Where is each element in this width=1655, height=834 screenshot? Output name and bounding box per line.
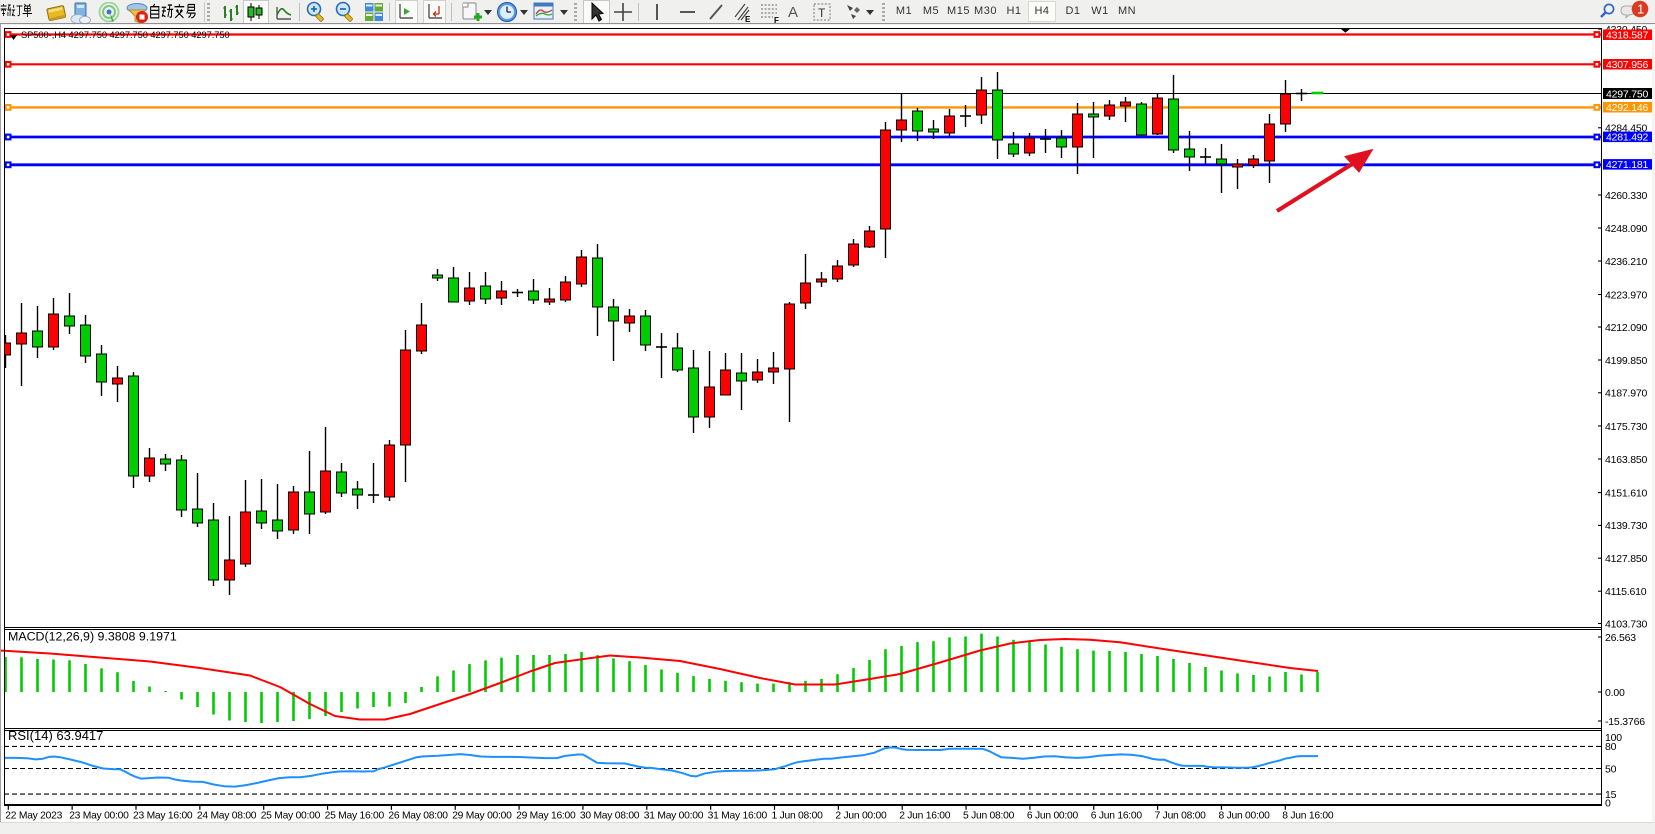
- svg-text:22 May 2023: 22 May 2023: [5, 810, 62, 821]
- svg-text:4163.850: 4163.850: [1605, 454, 1648, 466]
- svg-text:2 Jun 00:00: 2 Jun 00:00: [835, 810, 887, 821]
- svg-text:RSI(14) 63.9417: RSI(14) 63.9417: [8, 728, 103, 743]
- svg-text:4175.730: 4175.730: [1605, 421, 1648, 433]
- svg-text:6 Jun 00:00: 6 Jun 00:00: [1027, 810, 1079, 821]
- svg-text:31 May 16:00: 31 May 16:00: [708, 810, 768, 821]
- svg-text:6 Jun 16:00: 6 Jun 16:00: [1091, 810, 1143, 821]
- svg-text:25 May 16:00: 25 May 16:00: [325, 810, 385, 821]
- svg-text:F: F: [774, 16, 779, 25]
- svg-text:8 Jun 16:00: 8 Jun 16:00: [1282, 810, 1334, 821]
- svg-text:23 May 00:00: 23 May 00:00: [69, 810, 129, 821]
- svg-text:4139.730: 4139.730: [1605, 520, 1648, 532]
- svg-text:50: 50: [1605, 763, 1617, 775]
- svg-text:-15.3766: -15.3766: [1605, 716, 1645, 728]
- svg-text:4212.090: 4212.090: [1605, 322, 1648, 334]
- svg-text:4281.492: 4281.492: [1606, 132, 1649, 144]
- svg-text:4271.181: 4271.181: [1606, 159, 1649, 171]
- svg-text:15: 15: [1605, 789, 1617, 801]
- svg-text:SP500-,H4 4297.750 4297.750 4: SP500-,H4 4297.750 4297.750 4297.750 429…: [21, 30, 230, 40]
- svg-text:24 May 08:00: 24 May 08:00: [197, 810, 257, 821]
- svg-text:4187.970: 4187.970: [1605, 388, 1648, 400]
- svg-text:7 Jun 08:00: 7 Jun 08:00: [1155, 810, 1207, 821]
- svg-text:30 May 08:00: 30 May 08:00: [580, 810, 640, 821]
- svg-text:4292.146: 4292.146: [1606, 102, 1649, 114]
- svg-text:E: E: [745, 15, 751, 24]
- svg-text:0.00: 0.00: [1605, 687, 1625, 699]
- svg-text:29 May 16:00: 29 May 16:00: [516, 810, 576, 821]
- svg-text:4318.587: 4318.587: [1606, 30, 1649, 42]
- svg-text:T: T: [818, 6, 826, 20]
- svg-text:4115.610: 4115.610: [1605, 586, 1647, 598]
- svg-text:4248.090: 4248.090: [1605, 223, 1648, 235]
- svg-text:2 Jun 16:00: 2 Jun 16:00: [899, 810, 951, 821]
- svg-text:4223.970: 4223.970: [1605, 289, 1648, 301]
- svg-text:4127.850: 4127.850: [1605, 553, 1648, 565]
- svg-text:4103.730: 4103.730: [1605, 618, 1648, 630]
- svg-text:4307.956: 4307.956: [1606, 59, 1649, 71]
- svg-text:4199.850: 4199.850: [1605, 355, 1648, 367]
- svg-text:25 May 00:00: 25 May 00:00: [261, 810, 321, 821]
- svg-text:MACD(12,26,9) 9.3808 9.1971: MACD(12,26,9) 9.3808 9.1971: [8, 630, 177, 644]
- svg-text:4260.330: 4260.330: [1605, 190, 1648, 202]
- svg-text:4297.750: 4297.750: [1606, 88, 1649, 100]
- svg-text:4236.210: 4236.210: [1605, 256, 1648, 268]
- svg-text:31 May 00:00: 31 May 00:00: [644, 810, 704, 821]
- svg-text:23 May 16:00: 23 May 16:00: [133, 810, 193, 821]
- svg-text:26.563: 26.563: [1605, 632, 1636, 644]
- svg-text:26 May 08:00: 26 May 08:00: [388, 810, 448, 821]
- svg-text:4151.610: 4151.610: [1605, 487, 1648, 499]
- svg-text:1: 1: [1637, 1, 1644, 16]
- svg-text:100: 100: [1605, 732, 1622, 744]
- svg-text:0: 0: [1605, 797, 1611, 809]
- svg-text:8 Jun 00:00: 8 Jun 00:00: [1219, 810, 1271, 821]
- svg-text:5 Jun 08:00: 5 Jun 08:00: [963, 810, 1015, 821]
- svg-text:80: 80: [1605, 741, 1617, 753]
- svg-text:1 Jun 08:00: 1 Jun 08:00: [772, 810, 824, 821]
- svg-text:29 May 00:00: 29 May 00:00: [452, 810, 512, 821]
